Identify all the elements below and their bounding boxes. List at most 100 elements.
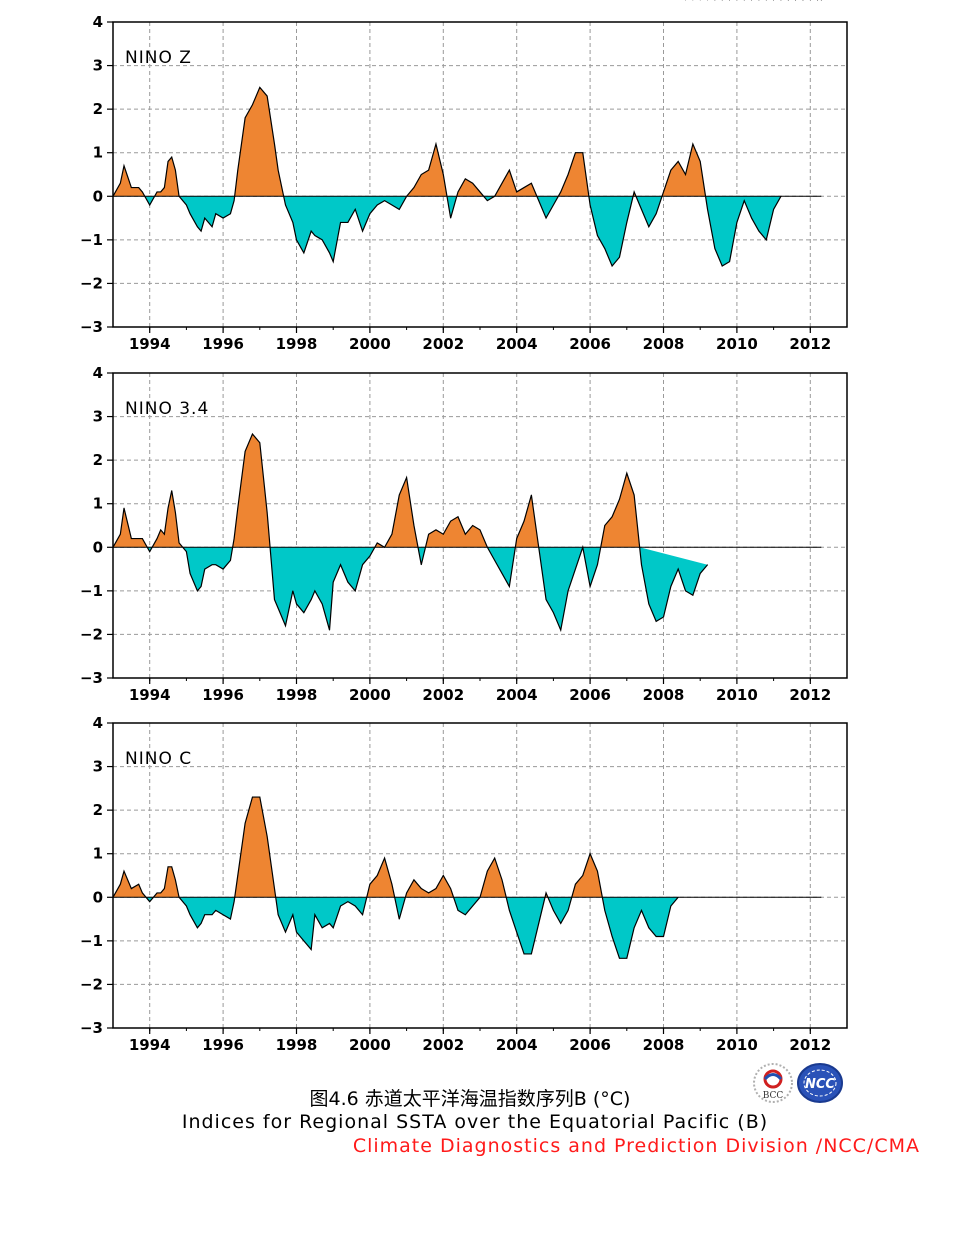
ncc-logo-text: NCC (805, 1077, 835, 1092)
data-point (479, 191, 481, 193)
x-tick-label: 2006 (569, 686, 611, 704)
data-point (501, 573, 503, 574)
y-tick-label: −3 (80, 1019, 103, 1037)
data-point (560, 191, 562, 193)
data-point (200, 586, 202, 587)
data-point (508, 586, 510, 587)
x-tick-label: 2002 (422, 335, 464, 353)
data-point (406, 892, 407, 894)
data-point (663, 616, 664, 618)
data-point (332, 927, 334, 929)
data-point (340, 905, 341, 907)
data-point (560, 629, 562, 631)
data-point (266, 835, 268, 837)
x-tick-label: 2006 (569, 335, 611, 353)
data-point (648, 603, 650, 605)
y-tick-label: 0 (93, 538, 103, 556)
y-tick-label: 2 (93, 801, 103, 819)
data-point (178, 195, 180, 197)
data-point (538, 923, 540, 924)
data-point (516, 538, 518, 539)
data-point (277, 607, 279, 609)
data-point (321, 603, 323, 605)
data-point (310, 949, 312, 950)
data-point (310, 599, 312, 600)
data-point (237, 875, 239, 876)
data-point (329, 923, 330, 924)
data-point (233, 200, 235, 202)
data-point (354, 590, 356, 592)
data-point (457, 191, 459, 193)
data-point (296, 931, 297, 933)
data-point (277, 914, 279, 916)
data-point (597, 564, 598, 566)
y-tick-label: 0 (93, 888, 103, 906)
data-point (314, 914, 316, 916)
data-point (501, 182, 503, 184)
data-point (450, 888, 452, 889)
y-tick-label: −3 (80, 669, 103, 687)
data-point (677, 896, 679, 898)
data-point (384, 546, 385, 548)
y-tick-label: 1 (93, 144, 103, 162)
data-point (204, 568, 206, 570)
data-point (163, 533, 165, 535)
data-point (589, 853, 591, 855)
data-point (670, 586, 672, 587)
data-point (575, 568, 576, 570)
data-point (174, 512, 176, 513)
data-point (597, 235, 598, 236)
data-point (567, 909, 569, 911)
data-point (670, 169, 672, 171)
data-point (619, 498, 620, 500)
data-point (457, 516, 459, 518)
data-point (314, 590, 316, 592)
data-point (765, 239, 767, 241)
data-point (538, 200, 540, 202)
panel-label: NINO Z (125, 48, 192, 68)
data-point (398, 208, 400, 210)
data-point (259, 796, 261, 798)
data-point (641, 909, 642, 911)
data-point (633, 494, 635, 496)
data-point (707, 564, 708, 566)
data-point (428, 169, 430, 171)
data-point (163, 888, 165, 889)
data-point (354, 905, 356, 907)
data-point (663, 191, 664, 193)
data-point (464, 533, 466, 535)
x-tick-label: 2006 (569, 1036, 611, 1054)
data-point (420, 888, 422, 889)
data-point (178, 542, 180, 544)
x-tick-label: 1994 (129, 335, 171, 353)
data-point (138, 187, 140, 188)
data-point (340, 564, 341, 566)
y-tick-label: 2 (93, 100, 103, 118)
data-point (230, 213, 231, 215)
data-point (523, 187, 525, 188)
positive-anomaly-area (113, 434, 640, 548)
data-point (553, 909, 554, 911)
data-point (464, 914, 466, 916)
data-point (655, 936, 657, 937)
data-point (633, 191, 635, 193)
data-point (186, 551, 187, 553)
data-point (575, 883, 576, 885)
y-tick-label: −2 (80, 625, 103, 643)
y-tick-label: 3 (93, 57, 103, 75)
data-point (141, 538, 143, 539)
data-point (494, 195, 496, 197)
data-point (501, 879, 503, 881)
data-point (292, 590, 294, 592)
y-tick-label: 4 (93, 13, 103, 31)
y-tick-label: −1 (80, 231, 103, 249)
data-point (362, 914, 363, 916)
data-point (714, 248, 716, 249)
data-point (222, 914, 224, 916)
data-point (237, 507, 239, 509)
data-point (186, 905, 187, 907)
x-tick-label: 2010 (716, 335, 758, 353)
data-point (553, 204, 554, 206)
data-point (215, 564, 217, 566)
